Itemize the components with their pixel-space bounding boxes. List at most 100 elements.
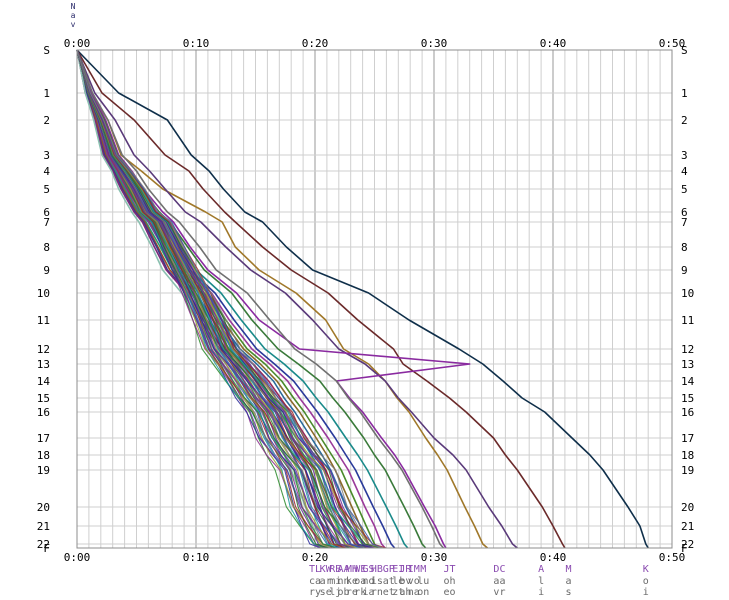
- runner-split-line: [76, 49, 360, 549]
- x-tick-label-top: 0:40: [540, 37, 567, 50]
- control-label-left: 22: [37, 538, 50, 551]
- runner-split-line: [76, 49, 323, 549]
- control-label-left: 21: [37, 520, 50, 533]
- runner-name-fragment: lu: [417, 576, 429, 587]
- control-label-left: 10: [37, 287, 50, 300]
- runner-split-line: [76, 49, 383, 549]
- runner-name-fragment: vr: [493, 587, 505, 598]
- control-label-right: 14: [681, 375, 695, 388]
- corner-label-char: a: [71, 11, 76, 20]
- runner-name-fragment: oh: [443, 576, 455, 587]
- control-label-left: 4: [43, 165, 50, 178]
- control-label-left: 11: [37, 314, 50, 327]
- control-label-left: 8: [43, 241, 50, 254]
- runner-name-fragment: i: [643, 587, 649, 598]
- runner-name-fragment: na: [408, 587, 420, 598]
- runner-split-line: [76, 49, 518, 549]
- runner-split-line: [76, 49, 471, 549]
- control-label-left: 5: [43, 183, 50, 196]
- control-label-right: 8: [681, 241, 688, 254]
- x-tick-label-top: 0:10: [183, 37, 210, 50]
- runner-split-line: [76, 49, 322, 549]
- series-group: [76, 49, 649, 549]
- runner-split-line: [76, 49, 649, 549]
- runner-split-line: [76, 49, 489, 549]
- runner-split-line: [76, 49, 336, 549]
- x-tick-label-top: 0:20: [302, 37, 329, 50]
- control-label-right: 6: [681, 206, 688, 219]
- corner-label-char: v: [71, 20, 76, 29]
- control-label-right: 9: [681, 264, 688, 277]
- runner-name-fragment: a: [565, 576, 571, 587]
- runner-name-fragment: eo: [443, 587, 455, 598]
- control-label-right: 7: [681, 216, 688, 229]
- control-label-right: 10: [681, 287, 694, 300]
- runner-split-line: [76, 49, 365, 549]
- runner-name-fragment: ar: [320, 576, 332, 587]
- control-label-right: 20: [681, 501, 694, 514]
- x-tick-label-top: 0:00: [64, 37, 91, 50]
- runner-labels: TLcaryKWarseRBmiljAAnnobMHkereWEoarkGSnd…: [309, 564, 649, 598]
- runner-split-line: [76, 49, 341, 549]
- runner-initials: A: [538, 564, 544, 575]
- runner-name-fragment: ia: [363, 587, 375, 598]
- control-label-right: 19: [681, 464, 694, 477]
- runner-initials: GP: [383, 564, 395, 575]
- control-label-right: 5: [681, 183, 688, 196]
- runner-name-fragment: i: [538, 587, 544, 598]
- runner-split-line: [76, 49, 355, 549]
- corner-label-char: N: [71, 2, 76, 11]
- runner-name-fragment: rn: [371, 587, 383, 598]
- runner-name-fragment: at: [383, 576, 395, 587]
- control-label-right: 13: [681, 358, 694, 371]
- runner-initials: M: [420, 564, 426, 575]
- runner-name-fragment: ke: [346, 576, 358, 587]
- runner-initials: KW: [320, 564, 333, 575]
- runner-name-fragment: on: [417, 587, 429, 598]
- runner-initials: EI: [392, 564, 404, 575]
- x-tick-label-top: 0:30: [421, 37, 448, 50]
- runner-name-fragment: s: [565, 587, 571, 598]
- runner-split-line: [76, 49, 383, 549]
- runner-split-line: [76, 49, 445, 549]
- control-label-right: 21: [681, 520, 694, 533]
- runner-initials: MH: [346, 564, 358, 575]
- runner-initials: JR: [399, 564, 412, 575]
- runner-name-fragment: oa: [354, 576, 366, 587]
- control-label-left: 20: [37, 501, 50, 514]
- runner-name-fragment: bv: [399, 576, 411, 587]
- runner-initials: RB: [329, 564, 341, 575]
- runner-initials: GS: [363, 564, 375, 575]
- x-tick-label-bottom: 0:10: [183, 551, 210, 564]
- control-label-left: 17: [37, 432, 50, 445]
- control-label-left: 2: [43, 114, 50, 127]
- runner-name-fragment: zt: [392, 587, 404, 598]
- runner-name-fragment: lj: [329, 587, 341, 598]
- control-label-right: 4: [681, 165, 688, 178]
- runner-name-fragment: is: [371, 576, 383, 587]
- x-tick-label-top: 0:50: [659, 37, 686, 50]
- runner-initials: K: [643, 564, 649, 575]
- runner-name-fragment: rk: [354, 587, 366, 598]
- plot-frame: [76, 49, 673, 549]
- runner-name-fragment: ah: [399, 587, 411, 598]
- grid: [76, 49, 673, 549]
- control-label-left: 12: [37, 343, 50, 356]
- control-label-right: 18: [681, 449, 694, 462]
- control-label-left: 14: [37, 375, 51, 388]
- x-tick-label-bottom: 0:30: [421, 551, 448, 564]
- control-label-left: 6: [43, 206, 50, 219]
- control-label-right: 11: [681, 314, 694, 327]
- control-label-left: 13: [37, 358, 50, 371]
- control-label-right: 12: [681, 343, 694, 356]
- control-label-left: 9: [43, 264, 50, 277]
- axes: 0:00 0:00 0:10 0:10 0:20 0:20 0:30 0:30 0:40 0:40…: [37, 2, 695, 564]
- runner-name-fragment: vo: [408, 576, 420, 587]
- control-label-right: 16: [681, 406, 694, 419]
- x-tick-label-bottom: 0:20: [302, 551, 329, 564]
- runner-initials: JT: [443, 564, 455, 575]
- x-tick-label-bottom: 0:50: [659, 551, 686, 564]
- runner-name-fragment: se: [320, 587, 332, 598]
- runner-name-fragment: mi: [329, 576, 341, 587]
